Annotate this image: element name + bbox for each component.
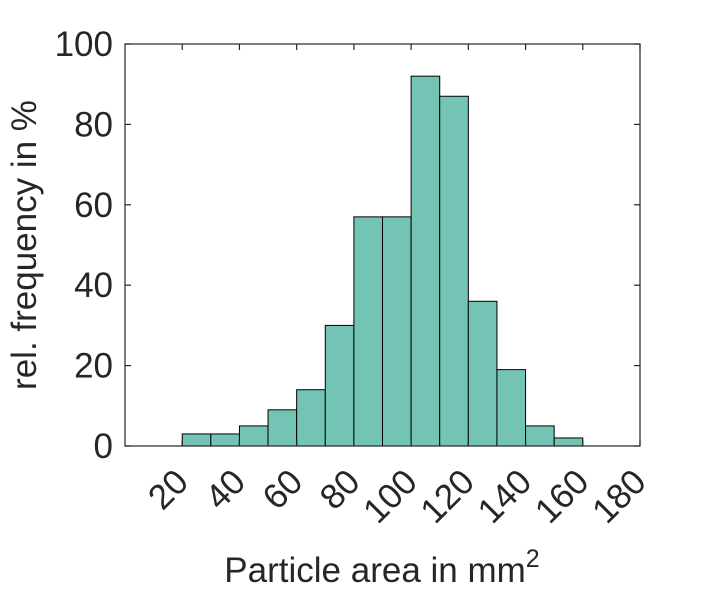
histogram-bar: [382, 216, 412, 447]
histogram-bar: [525, 425, 555, 447]
x-tick-label: 40: [198, 462, 253, 517]
histogram-bar: [467, 300, 498, 447]
histogram-bar: [267, 409, 298, 447]
histogram-bar: [353, 216, 383, 447]
x-tick-label: 100: [356, 462, 425, 531]
y-tick-label: 100: [55, 25, 113, 64]
histogram-bar: [410, 75, 441, 447]
y-axis: 0 20 40 60 80 100: [55, 25, 640, 466]
x-tick-label: 140: [470, 462, 539, 531]
x-axis-title-superscript: 2: [526, 545, 540, 573]
y-tick-label: 40: [74, 266, 113, 305]
histogram-bar: [553, 437, 584, 447]
histogram-bar: [496, 369, 527, 447]
histogram-bar: [210, 433, 240, 447]
y-tick-label: 60: [74, 186, 113, 225]
x-tick-label: 60: [255, 462, 310, 517]
x-tick-label: 180: [585, 462, 654, 531]
histogram-bar: [296, 389, 326, 447]
x-tick-label: 80: [312, 462, 367, 517]
histogram-bars: [181, 75, 584, 447]
histogram-bar: [324, 324, 355, 447]
y-tick-label: 80: [74, 105, 113, 144]
y-axis-title: rel. frequency in %: [5, 100, 44, 390]
histogram-bar: [439, 95, 469, 447]
histogram-bar: [181, 433, 212, 447]
y-tick-label: 20: [74, 347, 113, 386]
x-axis-title: Particle area in mm2: [224, 545, 539, 590]
x-tick-label: 20: [141, 462, 196, 517]
histogram-bar: [238, 425, 269, 447]
axes-box: [124, 43, 641, 447]
y-tick-label: 0: [94, 427, 113, 466]
x-tick-label: 120: [413, 462, 482, 531]
x-tick-label: 160: [528, 462, 597, 531]
